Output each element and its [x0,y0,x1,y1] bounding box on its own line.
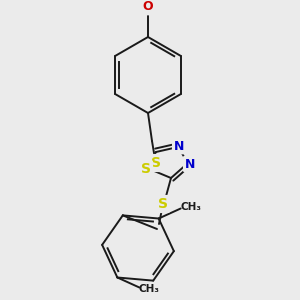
Text: N: N [174,140,184,152]
Text: O: O [143,1,153,13]
Text: CH₃: CH₃ [180,202,201,212]
Text: S: S [151,156,161,170]
Text: S: S [158,197,168,211]
Text: N: N [185,158,195,170]
Text: S: S [141,162,151,176]
Text: CH₃: CH₃ [139,284,160,295]
